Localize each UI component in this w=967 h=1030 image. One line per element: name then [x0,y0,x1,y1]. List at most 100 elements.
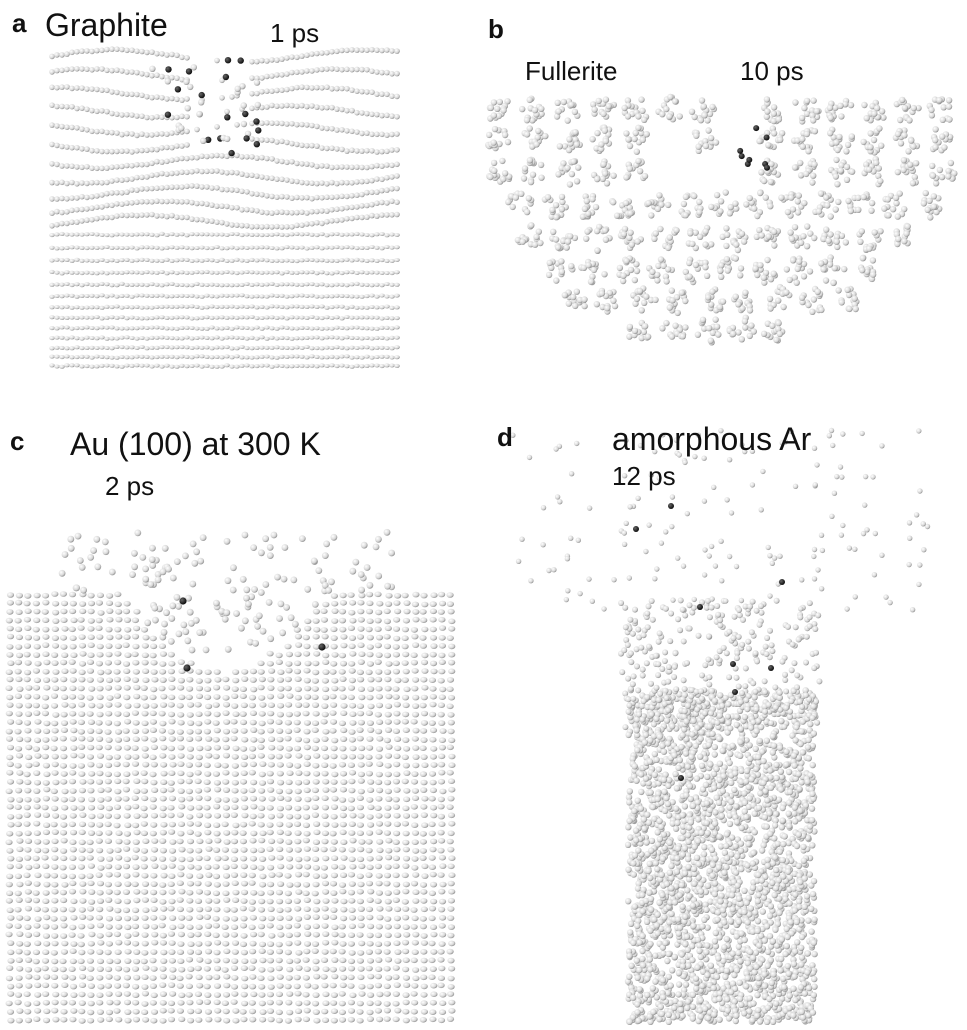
atom [737,272,743,278]
atom [286,856,293,862]
atom [43,780,50,786]
atom [223,719,230,725]
atom [286,822,293,828]
atom [194,201,200,207]
atom [366,710,373,716]
atom [88,889,95,895]
atom [357,711,364,717]
atom [289,54,295,60]
atom [97,797,104,803]
atom [691,193,697,199]
atom [61,601,68,607]
atom [403,703,410,709]
atom [97,610,104,616]
atom [232,771,239,777]
atom [267,890,274,896]
atom [224,259,230,263]
atom [402,840,409,846]
atom [74,355,80,359]
atom [585,262,591,268]
atom [60,856,67,862]
atom [258,891,265,897]
atom [249,788,256,794]
atom [169,213,175,219]
atom [289,159,295,165]
atom [119,47,125,53]
atom [269,282,275,286]
atom [86,848,93,854]
atom [264,175,270,181]
atom [6,923,13,929]
atom [628,267,634,273]
atom [43,1009,50,1015]
atom [359,67,365,73]
atom [266,822,273,828]
atom [179,364,185,368]
atom [279,336,285,340]
atom [259,721,266,727]
atom [249,136,255,142]
atom [49,69,55,75]
atom [254,246,260,250]
atom [268,933,275,939]
atom [239,154,245,160]
atom [84,271,90,275]
atom [160,933,167,939]
atom [114,772,121,778]
atom [114,660,121,666]
atom [324,364,330,368]
atom [214,316,220,320]
atom [359,283,365,287]
atom [294,711,301,717]
atom [187,941,194,947]
atom [54,52,60,58]
atom [142,762,149,768]
atom [177,872,184,878]
atom [312,678,319,684]
atom [25,932,32,938]
atom [366,761,373,767]
atom [274,327,280,331]
atom [364,259,370,263]
atom [374,200,380,206]
atom [94,315,100,319]
atom [195,932,202,938]
atom [228,150,234,156]
atom [570,158,576,164]
atom [240,839,247,845]
atom [264,245,270,249]
atom [94,87,100,93]
atom [250,804,257,810]
atom [286,959,293,965]
atom [274,224,280,230]
atom [277,745,284,751]
atom [6,891,13,897]
atom [114,814,121,820]
atom [189,283,195,287]
atom [843,239,849,245]
atom [905,223,911,229]
atom [7,660,14,666]
atom [331,804,338,810]
atom [105,779,112,785]
atom [562,292,568,298]
atom [385,796,392,802]
atom [169,294,175,298]
atom [299,69,305,75]
atom [758,169,764,175]
atom [285,891,292,897]
atom [340,728,347,734]
atom [384,813,391,819]
atom [144,283,150,287]
atom [385,712,392,718]
atom [199,295,205,299]
atom [679,290,685,296]
atom [389,198,395,204]
atom [344,294,350,298]
atom [42,907,49,913]
atom [79,271,85,275]
atom [241,805,248,811]
atom [358,695,365,701]
atom [222,763,229,769]
atom [765,142,771,148]
